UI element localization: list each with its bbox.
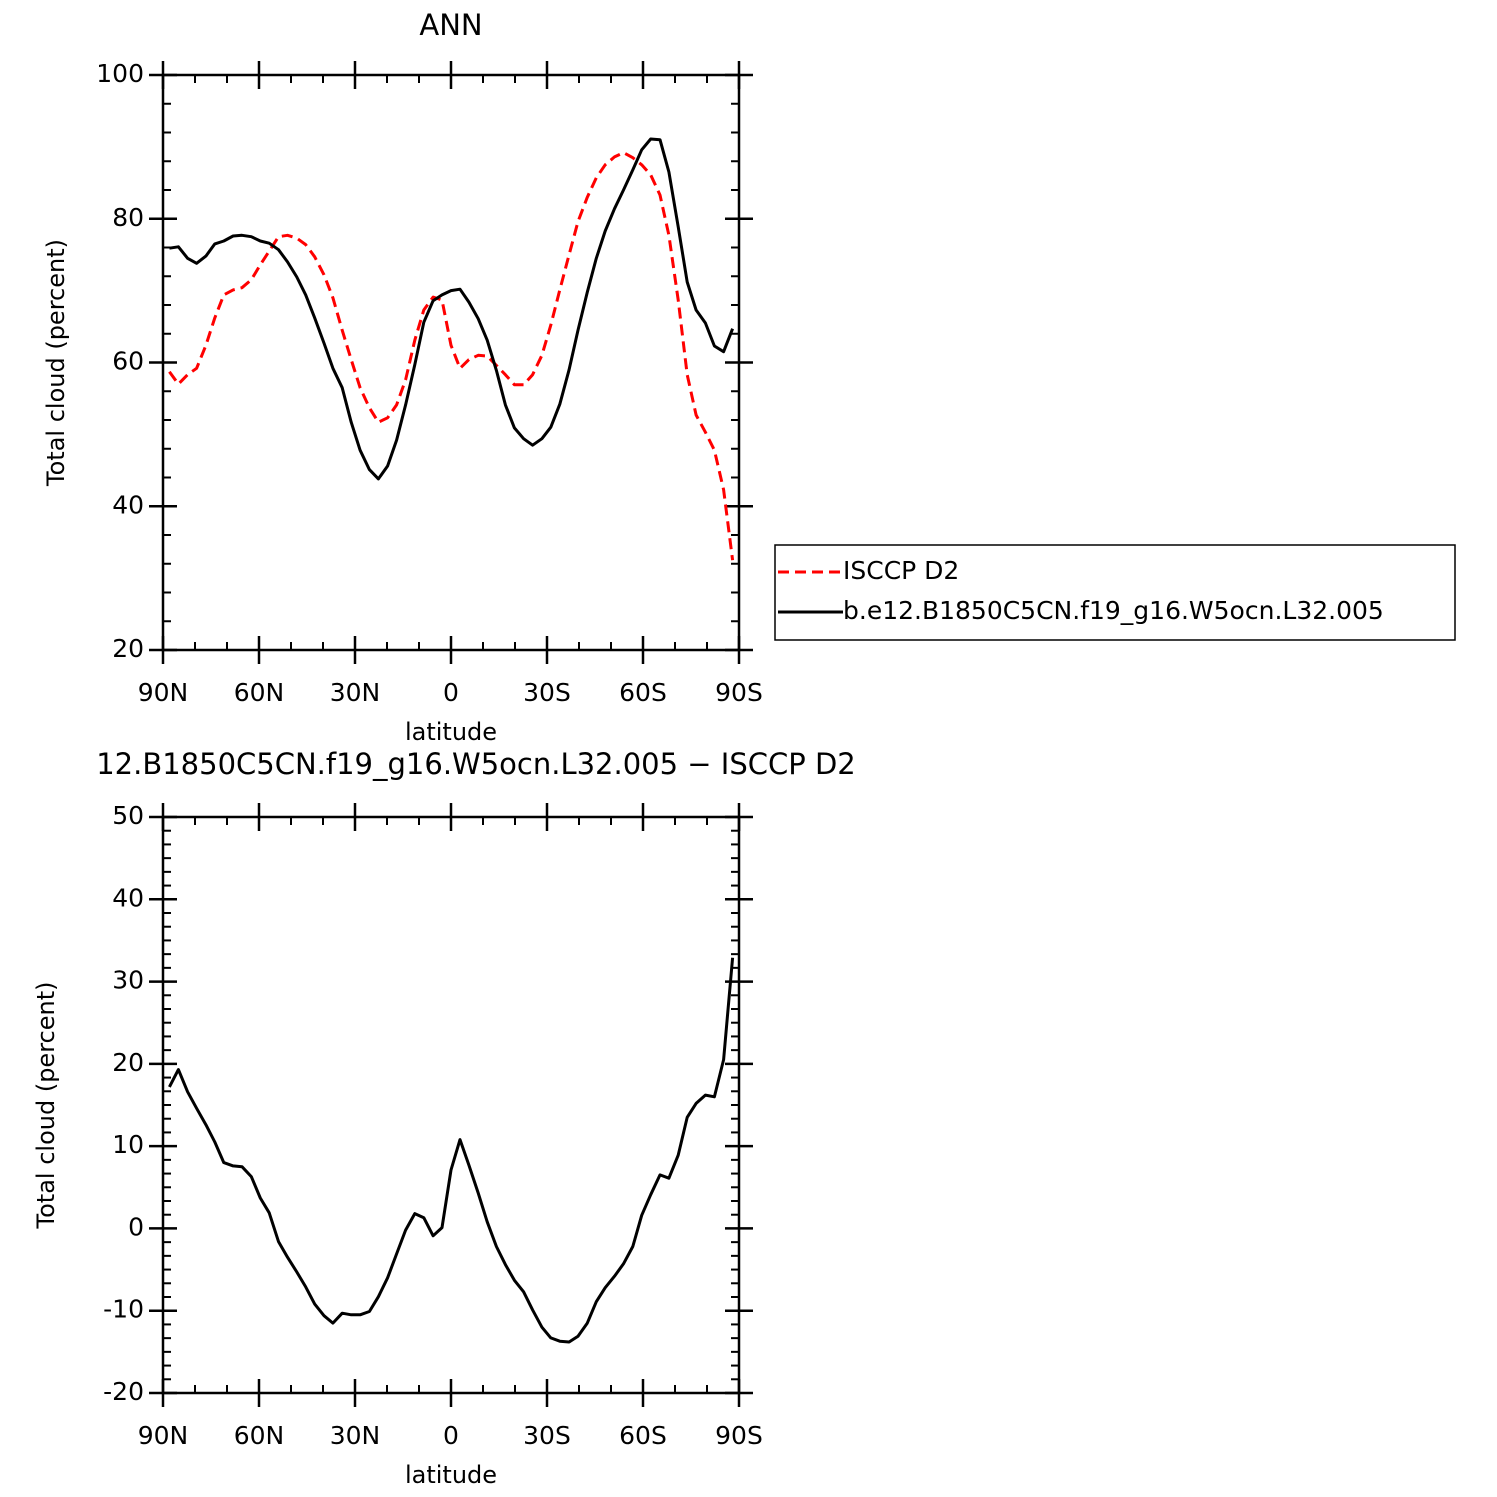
y-tick-label: 0: [128, 1212, 144, 1241]
x-tick-label: 60N: [234, 1421, 285, 1450]
y-tick-label: 100: [96, 59, 144, 88]
y-tick-label: 60: [112, 347, 144, 376]
y-tick-label: 20: [112, 1048, 144, 1077]
chart-title: 12.B1850C5CN.f19_g16.W5ocn.L32.005 − ISC…: [96, 747, 856, 781]
x-tick-label: 0: [443, 1421, 459, 1450]
x-tick-label: 90S: [715, 1421, 763, 1450]
x-tick-label: 30N: [330, 1421, 381, 1450]
y-axis-label: Total cloud (percent): [42, 239, 70, 487]
x-tick-label: 90N: [138, 1421, 189, 1450]
y-axis-label: Total cloud (percent): [32, 982, 60, 1230]
y-tick-label: 20: [112, 634, 144, 663]
x-tick-label: 60N: [234, 678, 285, 707]
legend-box: [774, 544, 1456, 641]
plot-frame: [161, 815, 741, 1395]
chart-title: ANN: [419, 8, 482, 42]
legend-label: b.e12.B1850C5CN.f19_g16.W5ocn.L32.005: [843, 596, 1384, 625]
y-tick-label: 80: [112, 203, 144, 232]
y-tick-label: -10: [103, 1295, 144, 1324]
y-tick-label: 10: [112, 1130, 144, 1159]
plot-frame: [161, 73, 741, 652]
data-line: [168, 151, 735, 561]
data-line: [168, 957, 735, 1344]
legend-label: ISCCP D2: [843, 556, 959, 585]
y-tick-label: 30: [112, 966, 144, 995]
data-line: [169, 137, 734, 481]
x-axis-label: latitude: [405, 1461, 497, 1489]
x-tick-label: 90N: [138, 678, 189, 707]
x-tick-label: 30S: [523, 678, 571, 707]
panel: 12.B1850C5CN.f19_g16.W5ocn.L32.005 − ISC…: [32, 747, 856, 1489]
y-tick-label: 40: [112, 883, 144, 912]
y-tick-label: 40: [112, 490, 144, 519]
x-tick-label: 0: [443, 678, 459, 707]
x-tick-label: 30N: [330, 678, 381, 707]
x-tick-label: 30S: [523, 1421, 571, 1450]
y-tick-label: 50: [112, 801, 144, 830]
x-tick-label: 60S: [619, 678, 667, 707]
x-tick-label: 90S: [715, 678, 763, 707]
panel: ANN latitude Total cloud (percent) 20 40 60 80…: [42, 8, 1456, 746]
y-tick-label: -20: [103, 1377, 144, 1406]
x-axis-label: latitude: [405, 718, 497, 746]
x-tick-label: 60S: [619, 1421, 667, 1450]
